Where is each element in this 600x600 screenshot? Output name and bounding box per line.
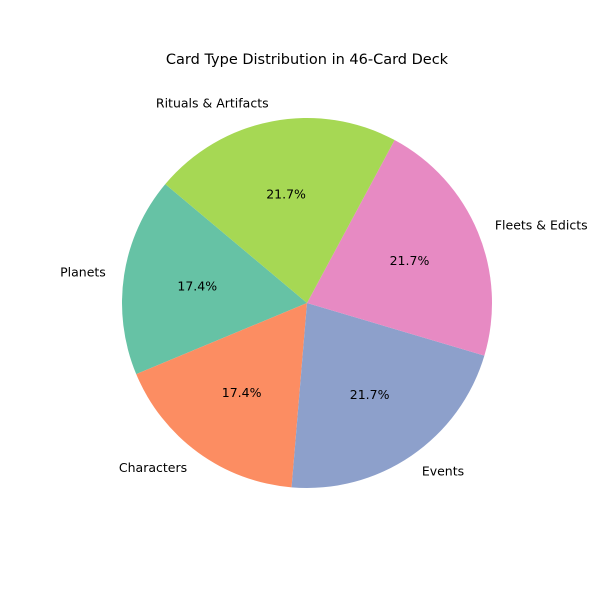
pie-slice-characters — [136, 303, 307, 488]
percent-label-characters: 17.4% — [222, 385, 262, 400]
slice-label-fleets-and-edicts: Fleets & Edicts — [495, 217, 588, 232]
slice-label-planets: Planets — [60, 265, 106, 280]
pie-slice-rituals-and-artifacts — [165, 118, 395, 303]
slice-label-rituals-and-artifacts: Rituals & Artifacts — [156, 96, 269, 111]
pie-slice-fleets-and-edicts — [307, 140, 492, 356]
percent-label-rituals-and-artifacts: 21.7% — [266, 186, 306, 201]
pie-labels: Planets 17.4% Characters 17.4% Events 21.7% Fl… — [60, 96, 587, 479]
pie-slices — [122, 118, 492, 488]
pie-slice-planets — [122, 184, 307, 375]
percent-label-fleets-and-edicts: 21.7% — [390, 253, 430, 268]
percent-label-events: 21.7% — [350, 387, 390, 402]
pie-slice-events — [291, 303, 485, 488]
slice-label-events: Events — [422, 464, 464, 479]
percent-label-planets: 17.4% — [177, 279, 217, 294]
slice-label-characters: Characters — [119, 460, 187, 475]
chart-title: Card Type Distribution in 46-Card Deck — [166, 52, 449, 68]
